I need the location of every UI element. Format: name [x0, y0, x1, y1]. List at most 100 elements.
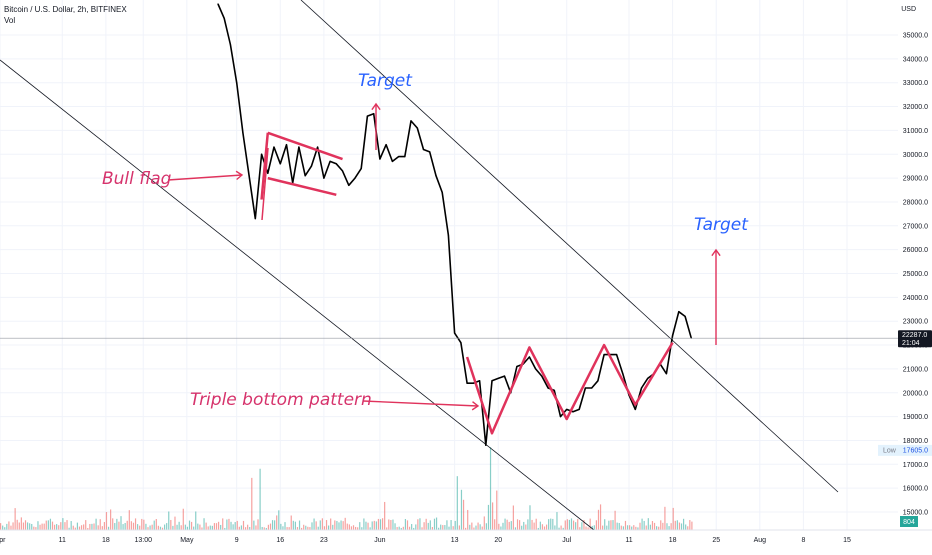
volume-bar — [556, 512, 558, 530]
x-tick-label: 25 — [712, 537, 720, 544]
volume-bar — [639, 522, 641, 530]
volume-bar — [49, 518, 52, 530]
volume-bar — [626, 525, 629, 530]
volume-bar — [373, 520, 375, 530]
x-tick-label: 23 — [320, 537, 328, 544]
volume-bar — [442, 525, 444, 530]
volume-bar — [456, 476, 458, 530]
target-label-1[interactable]: Target — [358, 71, 413, 91]
volume-bar — [226, 519, 228, 530]
volume-bar — [359, 522, 361, 530]
target-label-2[interactable]: Target — [694, 215, 749, 235]
volume-bar — [217, 521, 220, 530]
volume-bar — [599, 504, 602, 530]
volume-bar — [438, 527, 440, 530]
volume-bar — [201, 527, 203, 530]
volume-bar — [211, 525, 213, 530]
volume-bar — [660, 520, 662, 530]
volume-bar — [22, 522, 25, 530]
volume-bar — [406, 520, 409, 530]
volume-bar — [446, 520, 448, 530]
volume-bar — [411, 524, 413, 530]
volume-bar — [274, 520, 276, 530]
volume-bar — [554, 525, 556, 530]
volume-bar — [85, 520, 87, 530]
volume-bar — [325, 520, 328, 530]
volume-bar — [604, 519, 606, 530]
volume-bar — [610, 520, 612, 530]
volume-bar — [452, 526, 454, 530]
volume-bar — [66, 520, 68, 530]
volume-bar — [668, 526, 670, 530]
volume-bar — [560, 525, 562, 530]
volume-bar — [531, 519, 533, 530]
volume-bar — [635, 526, 637, 530]
volume-bar — [110, 509, 112, 530]
volume-bar — [350, 526, 353, 530]
volume-legend-label[interactable]: Vol — [4, 16, 16, 25]
volume-bar — [305, 525, 307, 530]
last-price-tag-bg — [898, 330, 932, 348]
annotations[interactable]: Bull flag Target Target Triple bottom patte… — [102, 71, 749, 411]
volume-bar — [614, 510, 616, 530]
y-tick-label: 15000.0 — [903, 510, 928, 517]
volume-bar — [2, 525, 4, 530]
x-tick-label: 8 — [801, 537, 805, 544]
last-price-timer: 21:04 — [902, 340, 920, 347]
volume-bar — [99, 519, 101, 530]
volume-bar — [583, 519, 585, 530]
volume-bar — [0, 523, 2, 530]
chart-header: Bitcoin / U.S. Dollar, 2h, BITFINEX Vol — [4, 4, 127, 26]
volume-bar — [311, 522, 313, 530]
y-tick-label: 23000.0 — [903, 319, 928, 326]
volume-bar — [116, 518, 118, 530]
volume-bar — [26, 522, 29, 530]
x-tick-label: Apr — [0, 537, 6, 544]
volume-bar — [220, 524, 222, 530]
pattern-drawings[interactable] — [260, 131, 674, 435]
volume-bar — [278, 510, 280, 530]
volume-bar — [323, 526, 326, 530]
volume-bar — [624, 520, 627, 530]
volume-bar — [479, 524, 481, 530]
axes: 35000.0 34000.0 33000.0 32000.0 31000.0 30000… — [0, 6, 932, 544]
volume-bar — [321, 518, 323, 530]
volume-bar — [566, 519, 568, 530]
volume-bar — [303, 524, 305, 530]
volume-bar — [469, 524, 471, 530]
price-line-layer[interactable] — [0, 3, 898, 446]
volume-bar — [232, 524, 234, 530]
volume-bar — [334, 520, 336, 530]
volume-bar — [631, 526, 633, 530]
trend-channel[interactable] — [0, 0, 839, 531]
volume-bar — [597, 509, 600, 530]
volume-bar — [33, 526, 35, 530]
last-price-value: 22287.0 — [902, 332, 927, 339]
volume-bar — [595, 520, 598, 530]
triple-bottom-label[interactable]: Triple bottom pattern — [190, 390, 372, 410]
volume-bar — [558, 527, 560, 530]
volume-bar — [122, 524, 124, 530]
volume-bar — [309, 527, 311, 530]
volume-bar — [257, 519, 259, 530]
volume-bar — [537, 527, 539, 530]
volume-bar — [444, 525, 446, 530]
target-arrow-2-head — [711, 248, 721, 257]
channel-upper-line — [300, 0, 839, 493]
volume-bar — [548, 519, 550, 530]
volume-bar — [647, 518, 649, 530]
symbol-title[interactable]: Bitcoin / U.S. Dollar, 2h, BITFINEX — [4, 5, 127, 14]
volume-bar — [276, 515, 278, 530]
y-tick-label: 16000.0 — [903, 486, 928, 493]
volume-bar — [564, 520, 566, 530]
volume-bar — [29, 523, 31, 530]
volume-bar — [336, 520, 338, 530]
y-tick-label: 30000.0 — [903, 152, 928, 159]
volume-bar — [18, 522, 20, 530]
volume-bar — [616, 522, 618, 530]
volume-bar — [375, 521, 377, 530]
bull-flag-label[interactable]: Bull flag — [102, 169, 172, 189]
volume-bar — [670, 523, 672, 530]
